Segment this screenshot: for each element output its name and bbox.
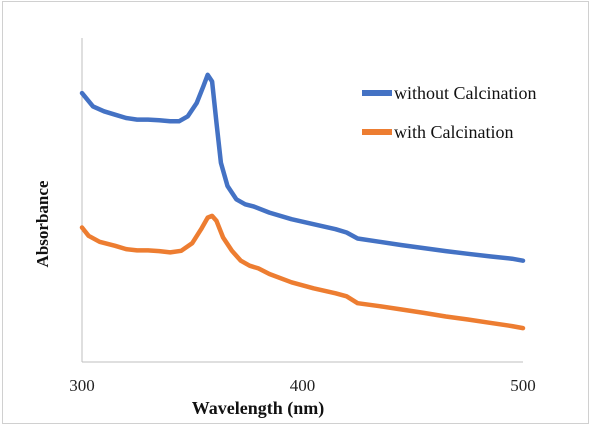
y-axis-label: Absorbance (33, 180, 52, 267)
x-tick-label: 400 (290, 376, 316, 395)
x-tick-label: 300 (69, 376, 95, 395)
x-axis-label: Wavelength (nm) (192, 398, 325, 419)
x-tick-label: 500 (510, 376, 536, 395)
series-line-2 (79, 213, 526, 331)
legend-label-1: without Calcination (394, 83, 536, 103)
legend-label-2: with Calcination (394, 122, 513, 142)
series-line-1 (79, 72, 526, 263)
